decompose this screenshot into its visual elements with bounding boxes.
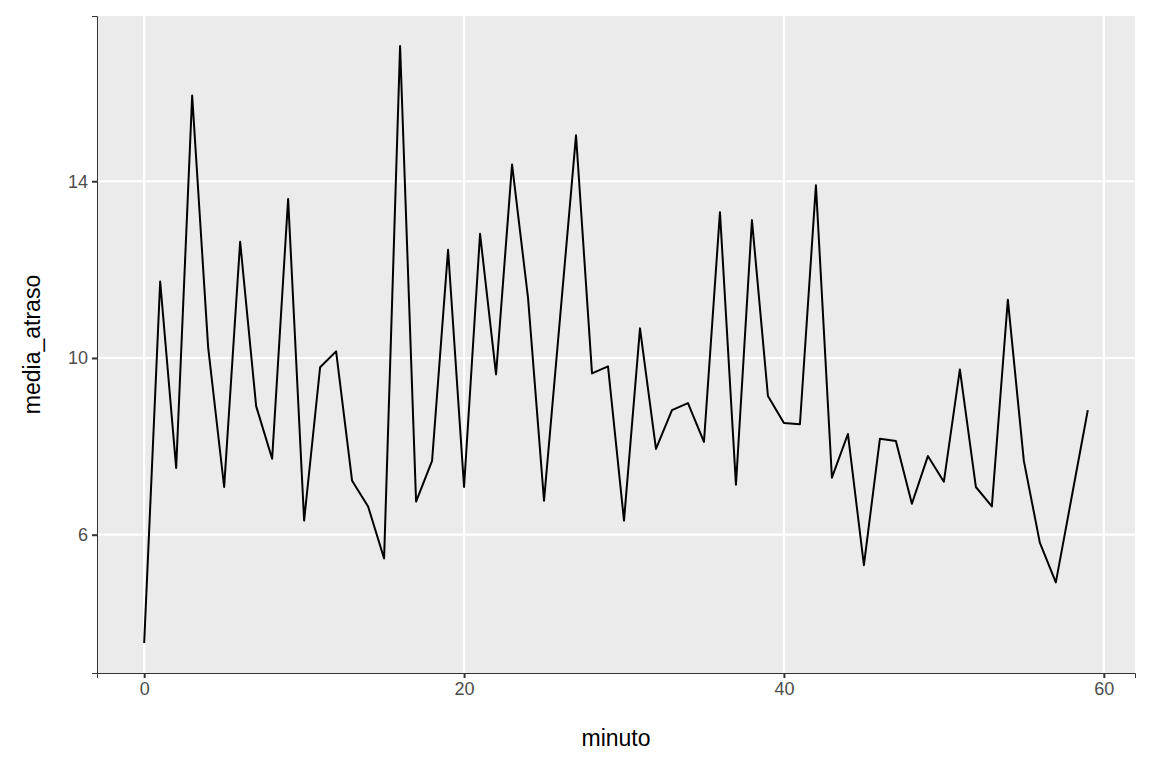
grid-line [97, 534, 1135, 536]
tick: 0 [140, 673, 150, 699]
tick-label: 6 [78, 525, 88, 545]
plot: 0 20 40 60 6 10 14 [68, 16, 1136, 699]
tick-label: 40 [774, 679, 794, 699]
tick-label: 14 [68, 172, 88, 192]
tick-label: 10 [68, 348, 88, 368]
tick-label: 0 [140, 679, 150, 699]
tick: 20 [455, 673, 475, 699]
tick-mark [92, 357, 97, 359]
grid-line [783, 16, 785, 673]
y-axis: 6 10 14 [68, 17, 98, 674]
tick: 6 [78, 525, 97, 545]
grid [97, 16, 1135, 673]
y-axis-title: media_atraso [19, 275, 45, 414]
x-axis-title: minuto [581, 725, 650, 751]
tick: 14 [68, 172, 97, 192]
grid-line [143, 16, 145, 673]
tick: 60 [1094, 673, 1114, 699]
tick-mark [92, 534, 97, 536]
tick-mark [464, 673, 466, 678]
tick-mark [783, 673, 785, 678]
tick-mark [144, 673, 146, 678]
tick-mark [1103, 673, 1105, 678]
chart: 0 20 40 60 6 10 14 minuto media_atraso [0, 0, 1152, 768]
tick-mark [92, 181, 97, 183]
x-axis: 0 20 40 60 [98, 673, 1136, 699]
tick: 40 [774, 673, 794, 699]
axis-line [98, 674, 1136, 679]
tick-label: 60 [1094, 679, 1114, 699]
grid-line [97, 357, 1135, 359]
tick-label: 20 [455, 679, 475, 699]
marks [144, 46, 1088, 643]
grid-line [463, 16, 465, 673]
grid-line [1103, 16, 1105, 673]
axis-line [92, 17, 98, 674]
tick: 10 [68, 348, 97, 368]
line [144, 46, 1088, 643]
panel-background [97, 16, 1135, 673]
grid-line [97, 180, 1135, 182]
